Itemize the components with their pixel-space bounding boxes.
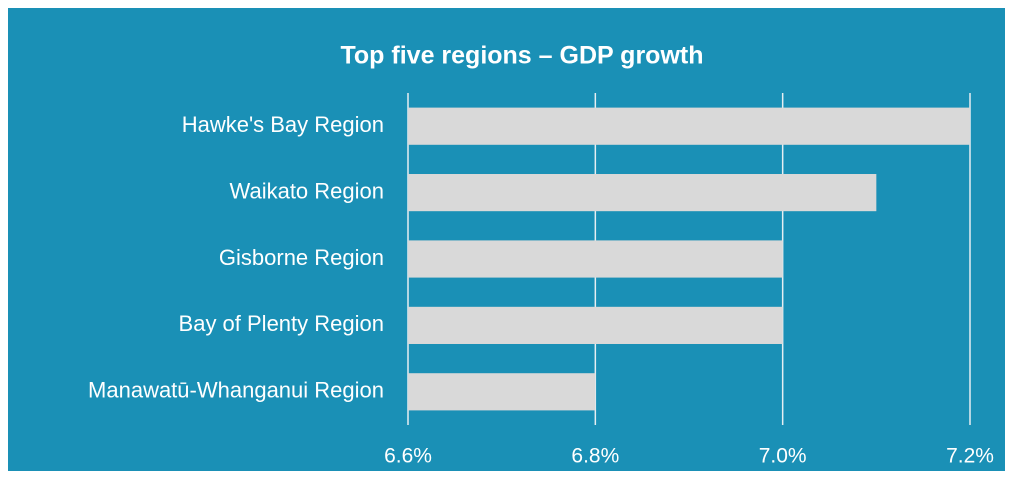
y-tick-label: Bay of Plenty Region: [179, 311, 384, 336]
chart-title: Top five regions – GDP growth: [340, 42, 703, 70]
bar: [408, 107, 970, 145]
bar: [408, 306, 783, 344]
x-tick-label: 7.2%: [946, 445, 994, 468]
y-tick-label: Waikato Region: [230, 178, 384, 203]
y-tick-label: Hawke's Bay Region: [182, 112, 384, 137]
bar: [408, 373, 596, 411]
x-tick-label: 6.8%: [571, 445, 619, 468]
bar: [408, 174, 877, 212]
y-tick-label: Manawatū-Whanganui Region: [88, 378, 384, 403]
y-tick-label: Gisborne Region: [219, 245, 384, 270]
bar: [408, 240, 783, 278]
x-tick-label: 7.0%: [759, 445, 807, 468]
x-tick-label: 6.6%: [384, 445, 432, 468]
